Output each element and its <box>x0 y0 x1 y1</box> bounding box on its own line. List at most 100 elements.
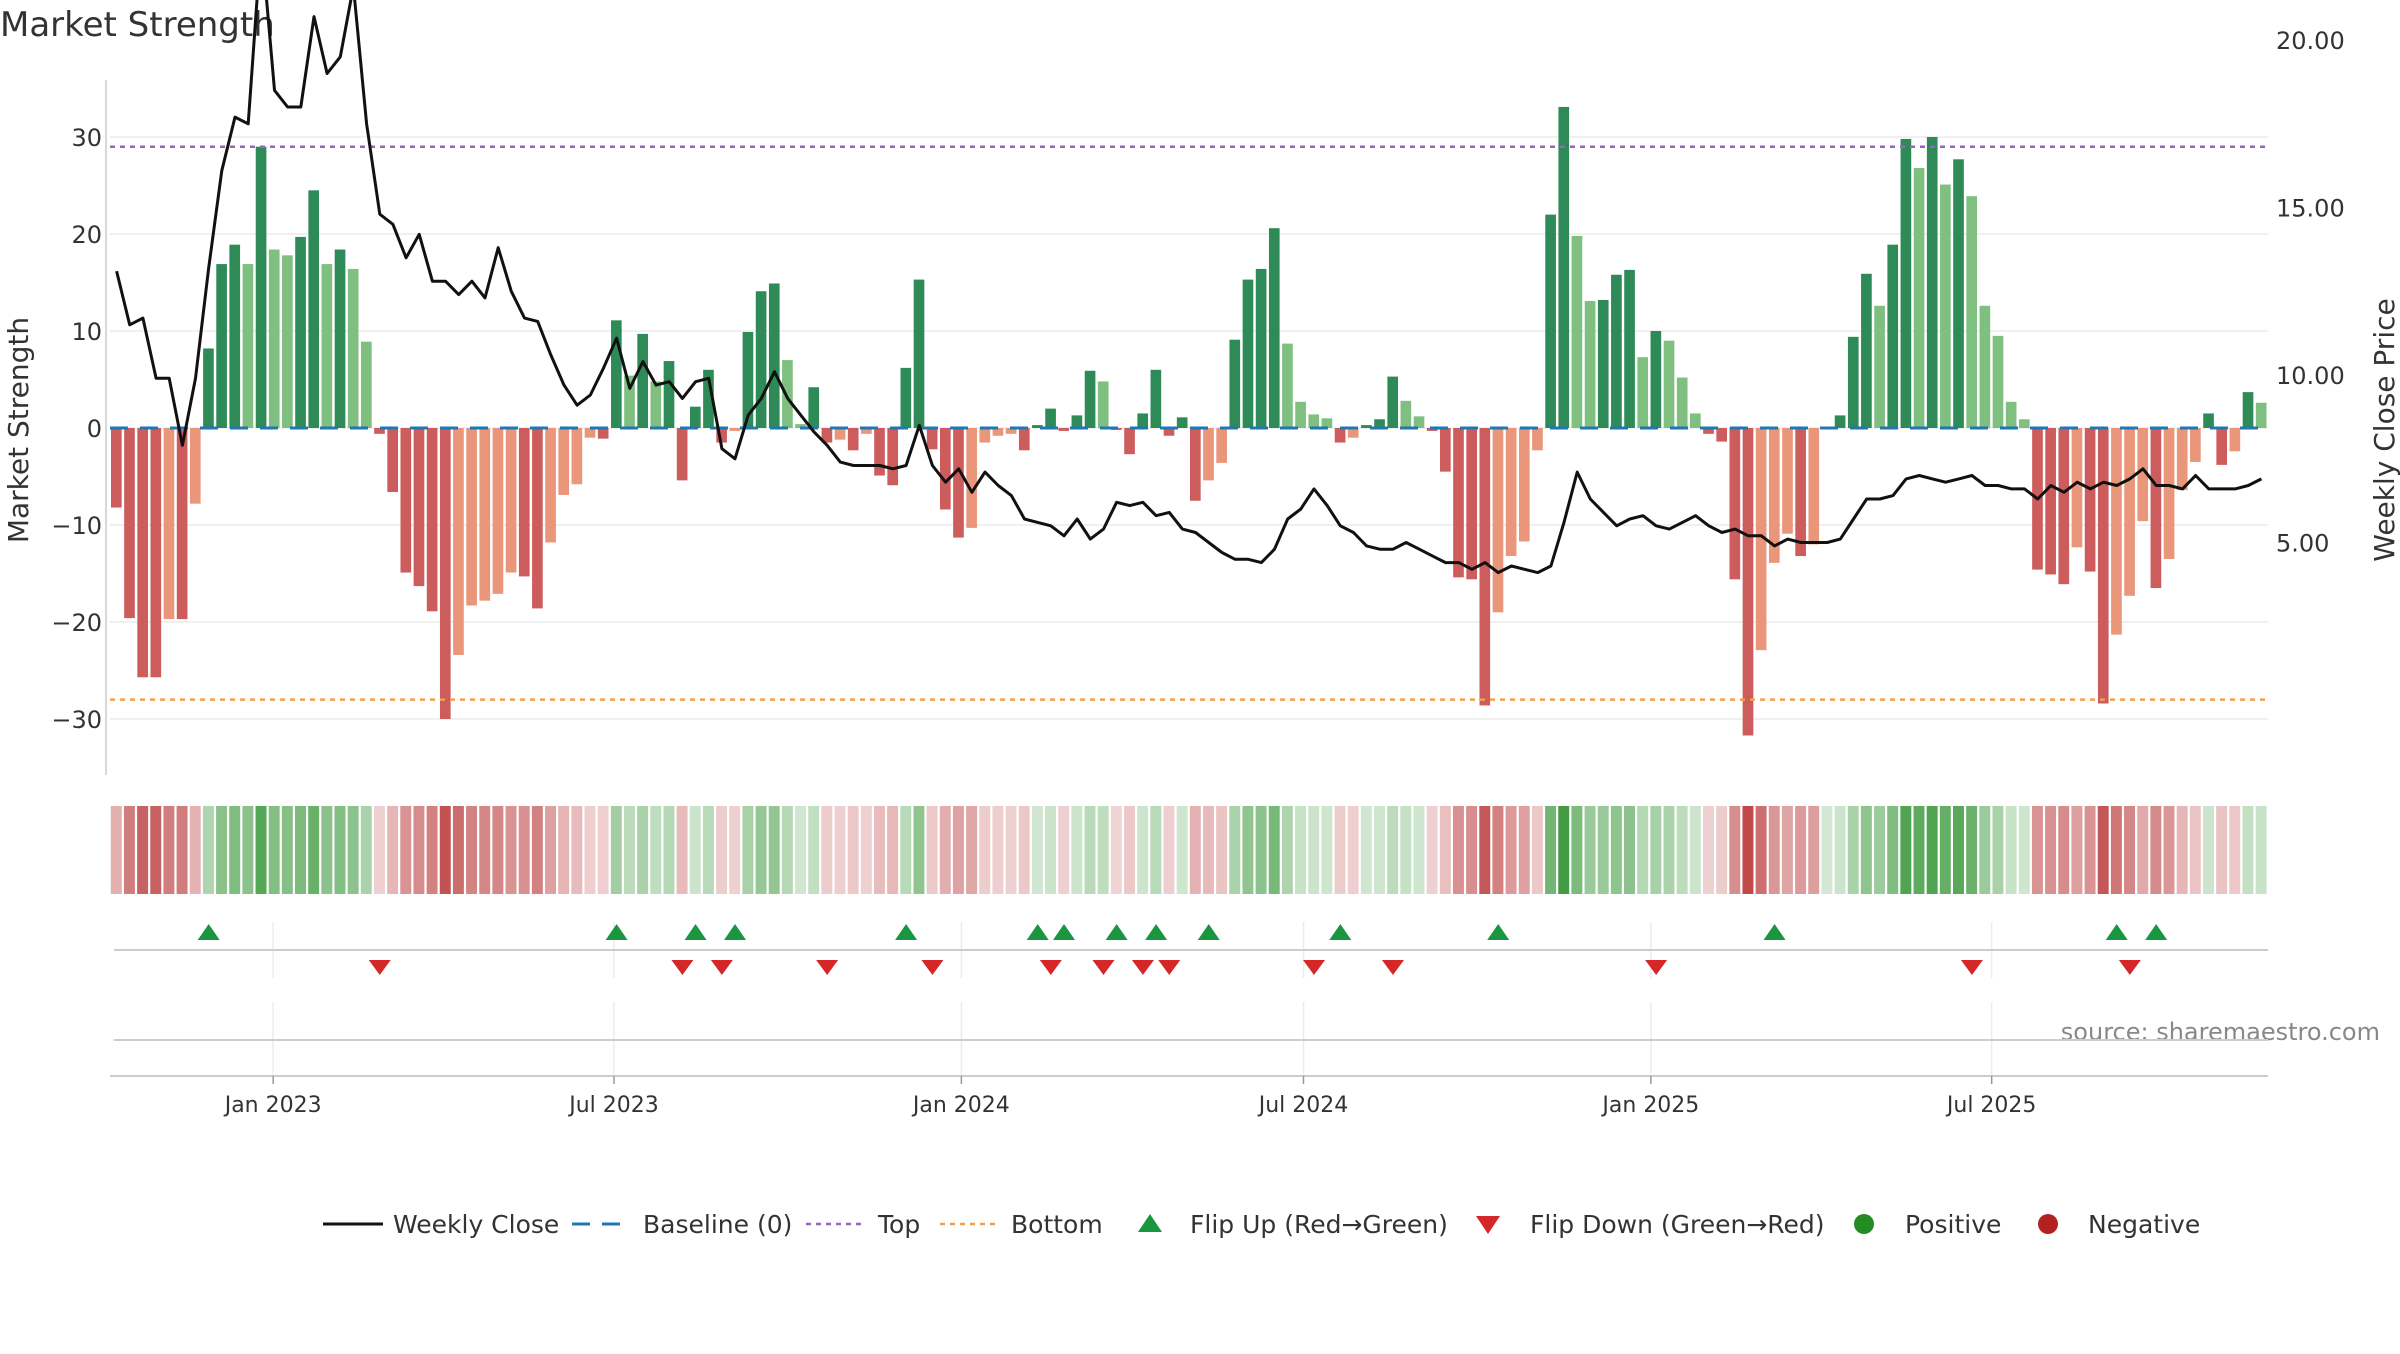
heat-cell <box>992 806 1004 894</box>
strength-bar <box>1032 425 1043 428</box>
heat-cell <box>1505 806 1517 894</box>
x-axis: Jan 2023 Jul 2023 Jan 2024 Jul 2024 Jan 2025… <box>110 1075 2268 1118</box>
heat-cell <box>492 806 504 894</box>
y-tick-label: −10 <box>51 512 102 540</box>
heat-cell <box>202 806 214 894</box>
strength-bar <box>1650 331 1662 428</box>
strength-bar <box>1400 400 1412 428</box>
strength-bar <box>716 428 727 443</box>
strength-bar <box>124 428 135 619</box>
heat-cell <box>281 806 293 894</box>
heat-cell <box>1795 806 1807 894</box>
strength-bar <box>295 236 306 428</box>
heat-cell <box>137 806 149 894</box>
heat-cell <box>1084 806 1096 894</box>
heat-cell <box>1176 806 1188 894</box>
flip-down-marker <box>2118 960 2141 975</box>
heat-cell <box>452 806 464 894</box>
heat-cell <box>216 806 228 894</box>
strength-bar <box>1058 428 1070 431</box>
strength-bar <box>979 428 991 443</box>
strength-bar <box>2150 428 2162 589</box>
strength-bar <box>518 428 530 577</box>
strength-bar <box>189 428 201 504</box>
strength-bar <box>742 331 754 428</box>
strength-bar <box>1295 401 1306 428</box>
flip-up-marker <box>895 924 918 940</box>
heat-cell <box>1439 806 1451 894</box>
heat-cell <box>2018 806 2030 894</box>
heat-cell <box>347 806 359 894</box>
strength-bar <box>492 428 504 594</box>
heat-cell <box>1545 806 1557 894</box>
strength-bar <box>1729 428 1741 580</box>
heat-cell <box>887 806 899 894</box>
heat-cell <box>531 806 543 894</box>
y2-tick-label: 20.00 <box>2276 27 2345 55</box>
heat-cell <box>2084 806 2096 894</box>
flip-down-marker <box>1039 960 1062 975</box>
heat-cell <box>1742 806 1754 894</box>
heat-cell <box>545 806 556 894</box>
strength-bar <box>2045 428 2056 575</box>
strength-bar <box>1834 415 1846 428</box>
heat-cell <box>2071 806 2083 894</box>
heat-cell <box>1189 806 1201 894</box>
strength-bar <box>1676 377 1688 428</box>
strength-bar <box>1453 428 1464 578</box>
strength-bar <box>2058 428 2070 585</box>
axis-ticks: 30 20 10 0 −10 −20 −30 20.00 15.00 10.00 5.00 <box>51 27 2344 734</box>
heat-cell <box>505 806 517 894</box>
strength-bar <box>163 428 175 620</box>
y-tick-label: 30 <box>71 124 102 152</box>
strength-bar <box>203 348 214 428</box>
strength-bar <box>1137 413 1149 428</box>
strength-bar <box>1887 244 1899 428</box>
heat-cell <box>1216 806 1228 894</box>
strength-bar <box>1150 369 1162 428</box>
heat-cell <box>1452 806 1464 894</box>
strength-bar <box>597 428 609 439</box>
y-tick-label: 10 <box>71 318 102 346</box>
heat-cell <box>1821 806 1833 894</box>
heat-cell <box>2150 806 2162 894</box>
strength-bar <box>808 387 820 428</box>
strength-bar <box>1953 159 1964 428</box>
strength-bar <box>755 291 767 428</box>
strength-bar <box>2176 428 2188 491</box>
heat-cell <box>176 806 188 894</box>
heat-cell <box>268 806 280 894</box>
flip-up-marker <box>605 924 628 940</box>
heat-cell <box>1768 806 1780 894</box>
heat-cell <box>663 806 675 894</box>
strength-bar <box>782 360 793 428</box>
heat-cell <box>1045 806 1057 894</box>
strength-bar <box>1163 428 1175 436</box>
strength-bar <box>821 428 833 443</box>
strength-bar <box>1466 428 1477 580</box>
flip-up-marker <box>2105 924 2128 940</box>
flip-down-marker <box>1303 960 1326 975</box>
strength-bar <box>1505 428 1517 557</box>
heat-cell <box>1676 806 1688 894</box>
strength-bar <box>861 428 872 434</box>
heat-cell <box>1808 806 1820 894</box>
strength-bar <box>1545 214 1556 428</box>
heat-cell <box>558 806 570 894</box>
flip-up-marker <box>1105 924 1128 940</box>
flip-markers <box>114 924 2268 1041</box>
heat-cell <box>229 806 241 894</box>
heat-cell <box>1229 806 1241 894</box>
flip-up-marker <box>724 924 747 940</box>
legend-positive-icon <box>1854 1214 1874 1234</box>
strength-bar <box>2203 413 2214 428</box>
strength-bars <box>111 106 2267 736</box>
legend-label: Flip Up (Red→Green) <box>1190 1210 1448 1239</box>
heat-cell <box>1360 806 1372 894</box>
heat-cell <box>1584 806 1596 894</box>
legend-item: Bottom <box>940 1210 1103 1239</box>
strength-bar <box>1321 418 1333 428</box>
strength-bar <box>2111 428 2122 635</box>
flip-up-marker <box>197 924 220 940</box>
